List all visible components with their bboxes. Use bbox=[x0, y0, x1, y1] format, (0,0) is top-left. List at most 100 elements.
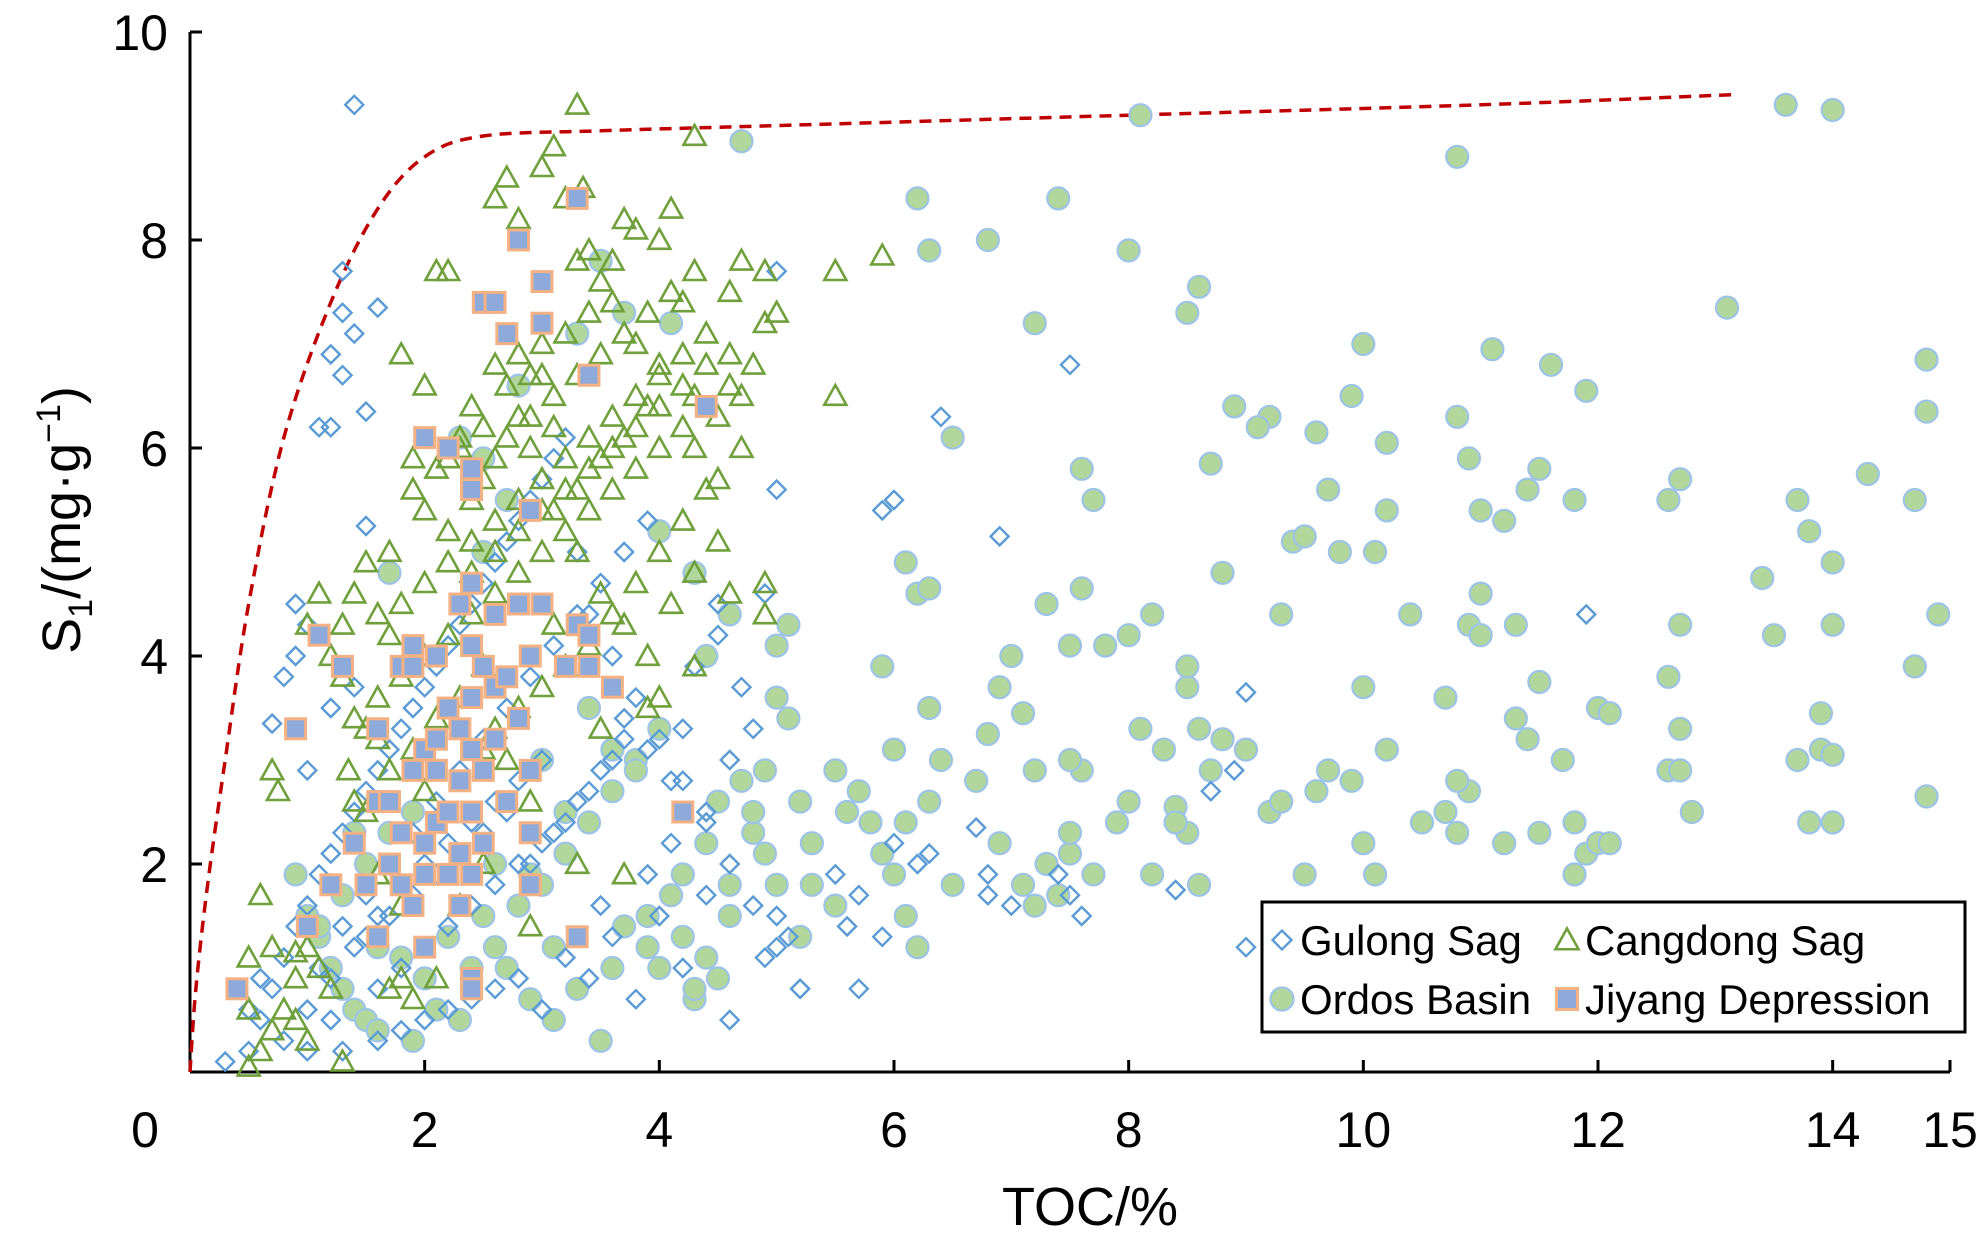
cangdong-point bbox=[657, 278, 685, 303]
gulong-point bbox=[273, 666, 295, 688]
cangdong-point bbox=[575, 423, 603, 448]
y-tick-label: 10 bbox=[112, 5, 168, 61]
gulong-point bbox=[308, 863, 330, 886]
cangdong-point bbox=[399, 985, 427, 1010]
cangdong-point bbox=[470, 413, 497, 438]
jiyang-point bbox=[518, 821, 542, 845]
gulong-point bbox=[636, 510, 659, 532]
ordos-point bbox=[447, 1007, 472, 1033]
jiyang-point bbox=[577, 363, 601, 387]
gulong-point bbox=[496, 530, 518, 553]
ordos-point bbox=[471, 903, 496, 929]
cangdong-point bbox=[329, 611, 356, 635]
ordos-point bbox=[705, 789, 731, 814]
gulong-point bbox=[589, 572, 612, 594]
ordos-point bbox=[1468, 581, 1493, 606]
ordos-point bbox=[1785, 747, 1810, 773]
gulong-point bbox=[331, 822, 354, 844]
cangdong-point bbox=[610, 319, 638, 344]
ordos-point bbox=[694, 831, 719, 856]
ordos-point bbox=[635, 935, 660, 960]
ordos-point bbox=[1116, 789, 1141, 814]
cangdong-point bbox=[669, 413, 697, 438]
cangdong-point bbox=[646, 351, 673, 375]
jiyang-point bbox=[389, 821, 413, 845]
ordos-point bbox=[1527, 820, 1552, 845]
cangdong-point bbox=[610, 860, 638, 885]
gulong-point bbox=[707, 593, 729, 615]
cangdong-point bbox=[305, 954, 333, 979]
gulong-point bbox=[672, 957, 694, 979]
ordos-point bbox=[1057, 747, 1083, 773]
jiyang-point bbox=[671, 800, 695, 824]
ordos-point bbox=[1093, 633, 1118, 658]
jiyang-point bbox=[436, 696, 460, 720]
legend-marker-ordos bbox=[1269, 986, 1295, 1012]
jiyang-point bbox=[448, 894, 472, 918]
legend-marker-cangdong bbox=[1553, 925, 1581, 951]
ordos-point bbox=[424, 997, 449, 1022]
cangdong-point bbox=[341, 579, 368, 604]
jiyang-point bbox=[495, 790, 519, 814]
cangdong-point bbox=[634, 694, 661, 719]
ordos-point bbox=[1668, 467, 1693, 492]
cangdong-point bbox=[335, 756, 362, 781]
gulong-point bbox=[1164, 879, 1187, 901]
ordos-point bbox=[576, 695, 602, 721]
cangdong-point bbox=[822, 257, 849, 282]
cangdong-point bbox=[282, 1006, 309, 1031]
cangdong-point bbox=[599, 288, 626, 313]
ordos-point bbox=[729, 129, 754, 154]
ordos-point bbox=[752, 758, 778, 783]
gulong-point bbox=[390, 718, 412, 740]
cangdong-point bbox=[822, 382, 849, 407]
ordos-point bbox=[1057, 841, 1083, 866]
envelope-line-group bbox=[188, 92, 1739, 1073]
jiyang-point bbox=[471, 831, 495, 855]
gulong-point bbox=[601, 926, 624, 948]
gulong-point bbox=[789, 978, 811, 1000]
ordos-point bbox=[1151, 737, 1176, 762]
jiyang-point bbox=[530, 311, 554, 335]
gulong-point bbox=[1575, 603, 1597, 626]
jiyang-point bbox=[483, 290, 507, 314]
ordos-point bbox=[1316, 477, 1341, 502]
cangdong-point bbox=[599, 434, 626, 459]
gulong-point bbox=[367, 1030, 389, 1052]
jiyang-point bbox=[354, 873, 378, 897]
ordos-point bbox=[1855, 461, 1880, 487]
cangdong-point bbox=[247, 881, 274, 906]
ordos-point bbox=[1714, 295, 1740, 320]
ordos-point bbox=[1292, 524, 1317, 549]
ordos-point bbox=[1902, 654, 1927, 679]
ordos-point bbox=[834, 799, 860, 825]
ordos-point bbox=[1761, 623, 1787, 648]
gulong-point bbox=[754, 946, 776, 969]
gulong-point bbox=[273, 946, 295, 969]
ordos-point bbox=[471, 539, 496, 565]
x-axis-label: TOC/% bbox=[1002, 1177, 1178, 1237]
ordos-point bbox=[905, 186, 930, 211]
cangdong-point bbox=[458, 527, 485, 552]
ordos-point bbox=[1480, 337, 1505, 362]
cangdong-point bbox=[646, 683, 673, 708]
jiyang-point bbox=[518, 758, 542, 782]
cangdong-point bbox=[634, 299, 661, 323]
gulong-point bbox=[719, 1009, 741, 1031]
cangdong-point bbox=[341, 787, 368, 812]
jiyang-point bbox=[507, 706, 531, 730]
cangdong-point bbox=[587, 715, 614, 739]
cangdong-point bbox=[599, 475, 626, 500]
gulong-point bbox=[789, 978, 811, 1000]
ordos-point bbox=[1186, 872, 1212, 897]
jiyang-point bbox=[413, 935, 437, 959]
y-axis-label-rest: /(mg·g bbox=[32, 443, 92, 599]
jiyang-point bbox=[553, 654, 577, 678]
ordos-point bbox=[494, 487, 519, 513]
ordos-point bbox=[670, 924, 695, 949]
gulong-point bbox=[331, 302, 354, 324]
gulong-point bbox=[284, 593, 307, 615]
gulong-point bbox=[249, 1009, 272, 1031]
gulong-point bbox=[320, 416, 342, 438]
ordos-point bbox=[1445, 404, 1470, 429]
